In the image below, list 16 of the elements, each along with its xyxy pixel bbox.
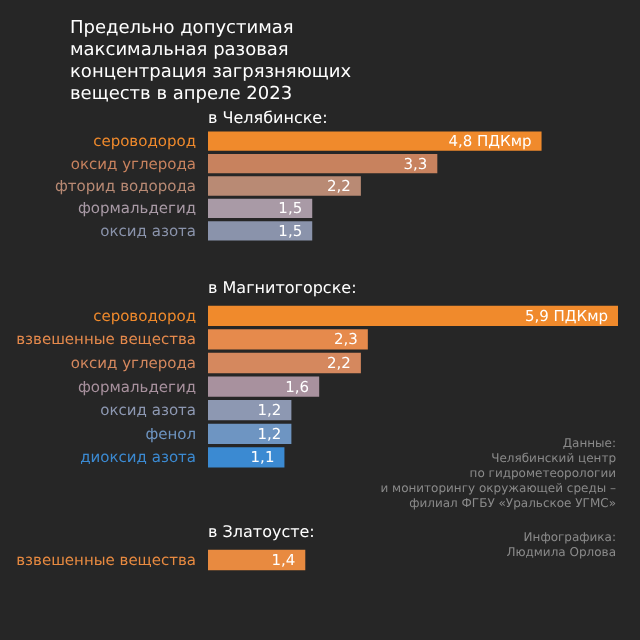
bar: [208, 400, 292, 421]
chart-subtitle: в Челябинске:: [208, 109, 328, 127]
chart-subtitle: в Магнитогорске:: [208, 279, 357, 297]
chart-title: Предельно допустимая максимальная разовая концентрация загрязняющих веществ в апреле 2023: [70, 19, 357, 105]
bar: [208, 329, 368, 350]
bar: [208, 376, 320, 397]
bar: [208, 176, 361, 196]
bar: [208, 447, 285, 468]
bar: [208, 305, 618, 326]
text: в Златоусте:: [208, 523, 315, 541]
bar: [208, 352, 361, 374]
bar: [208, 153, 438, 174]
bar: [208, 423, 292, 444]
bar: [208, 221, 313, 241]
bar: [208, 131, 542, 151]
bar: [208, 198, 313, 219]
